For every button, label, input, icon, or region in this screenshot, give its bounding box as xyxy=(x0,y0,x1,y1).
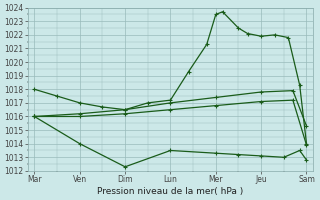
X-axis label: Pression niveau de la mer( hPa ): Pression niveau de la mer( hPa ) xyxy=(97,187,244,196)
